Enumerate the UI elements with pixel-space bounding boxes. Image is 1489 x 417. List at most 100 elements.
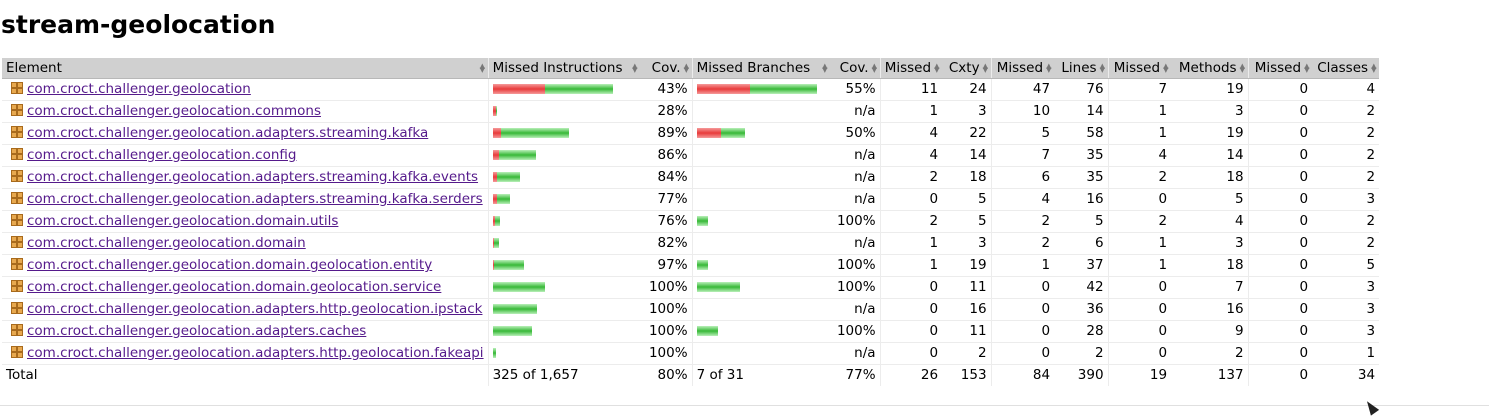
cxty-cell: 5 [942, 188, 992, 211]
covered-bar-segment [492, 326, 532, 336]
package-link[interactable]: com.croct.challenger.geolocation.config [27, 147, 297, 163]
cxty-cell: 14 [942, 144, 992, 167]
missed-branches-bar-cell [691, 166, 831, 189]
package-link[interactable]: com.croct.challenger.geolocation [27, 81, 251, 97]
package-link[interactable]: com.croct.challenger.geolocation.domain.… [27, 257, 433, 273]
missed-instructions-bar-cell [487, 210, 641, 233]
lines-missed-cell: 5 [990, 122, 1055, 145]
lines-missed-cell: 0 [990, 342, 1055, 365]
classes-cell: 3 [1312, 188, 1380, 211]
element-cell: com.croct.challenger.geolocation.adapter… [2, 188, 489, 211]
col-header-missed-instructions[interactable]: Missed Instructions ▲ ▼ [487, 58, 641, 79]
package-icon [11, 324, 23, 336]
missed-branches-bar-cell [691, 342, 831, 365]
lines-cell: 2 [1054, 342, 1109, 365]
lines-cell: 58 [1054, 122, 1109, 145]
page-title: stream-geolocation [1, 10, 276, 39]
package-icon [11, 170, 23, 182]
instr-cov-cell: 43% [640, 78, 693, 101]
col-header-instr-cov[interactable]: Cov. ▲ ▼ [640, 58, 693, 79]
coverage-bar [696, 326, 718, 336]
lines-cell: 14 [1054, 100, 1109, 123]
covered-bar-segment [544, 84, 613, 94]
classes-cell: 3 [1312, 298, 1380, 321]
missed-branches-bar-cell [691, 276, 831, 299]
covered-bar-segment [492, 282, 545, 292]
missed-branches-bar-cell [691, 298, 831, 321]
sort-icon: ▲ ▼ [1304, 62, 1310, 74]
lines-cell: 6 [1054, 232, 1109, 255]
col-header-cxty[interactable]: Cxty ▲ ▼ [942, 58, 992, 79]
lines-cell: 5 [1054, 210, 1109, 233]
lines-missed-cell: 1 [990, 254, 1055, 277]
package-link[interactable]: com.croct.challenger.geolocation.adapter… [27, 345, 484, 361]
package-link[interactable]: com.croct.challenger.geolocation.domain.… [27, 279, 442, 295]
col-header-cxty-missed[interactable]: Missed ▲ ▼ [879, 58, 943, 79]
coverage-bar [492, 326, 532, 336]
col-header-branch-cov[interactable]: Cov. ▲ ▼ [830, 58, 881, 79]
instr-cov-cell: 82% [640, 232, 693, 255]
cxty-cell: 16 [942, 298, 992, 321]
classes-cell: 4 [1312, 78, 1380, 101]
col-header-lines-missed[interactable]: Missed ▲ ▼ [990, 58, 1055, 79]
col-header-methods-missed[interactable]: Missed ▲ ▼ [1107, 58, 1172, 79]
package-link[interactable]: com.croct.challenger.geolocation.adapter… [27, 301, 483, 317]
package-link[interactable]: com.croct.challenger.geolocation.adapter… [27, 191, 483, 207]
covered-bar-segment [493, 238, 499, 248]
classes-cell: 2 [1312, 122, 1380, 145]
table-row: com.croct.challenger.geolocation.adapter… [2, 166, 1380, 189]
table-row: com.croct.challenger.geolocation.adapter… [2, 188, 1380, 211]
package-link[interactable]: com.croct.challenger.geolocation.commons [27, 103, 321, 119]
classes-missed-cell: 0 [1247, 276, 1313, 299]
cxty-missed-cell: 0 [879, 342, 943, 365]
coverage-bar [492, 238, 499, 248]
lines-missed-cell: 4 [990, 188, 1055, 211]
methods-missed-cell: 1 [1107, 100, 1172, 123]
sort-icon: ▲ ▼ [1239, 62, 1245, 74]
classes-missed-cell: 0 [1247, 210, 1313, 233]
cxty-cell: 5 [942, 210, 992, 233]
cxty-missed-cell: 11 [879, 78, 943, 101]
methods-cell: 7 [1171, 276, 1249, 299]
package-link[interactable]: com.croct.challenger.geolocation.adapter… [27, 169, 479, 185]
missed-instructions-bar-cell [487, 232, 641, 255]
element-cell: com.croct.challenger.geolocation [2, 78, 489, 101]
methods-missed-cell: 7 [1107, 78, 1172, 101]
lines-missed-cell: 7 [990, 144, 1055, 167]
package-link[interactable]: com.croct.challenger.geolocation.adapter… [27, 125, 429, 141]
cxty-missed-cell: 4 [879, 122, 943, 145]
col-header-methods[interactable]: Methods ▲ ▼ [1171, 58, 1249, 79]
col-header-classes-missed[interactable]: Missed ▲ ▼ [1247, 58, 1313, 79]
package-link[interactable]: com.croct.challenger.geolocation.adapter… [27, 323, 367, 339]
lines-missed-cell: 0 [990, 276, 1055, 299]
total-instr-cov: 80% [640, 363, 693, 386]
lines-cell: 42 [1054, 276, 1109, 299]
sort-down-icon: ▲ ▼ [632, 62, 638, 74]
package-link[interactable]: com.croct.challenger.geolocation.domain [27, 235, 306, 251]
covered-bar-segment [494, 216, 500, 226]
coverage-bar [492, 282, 545, 292]
instr-cov-cell: 100% [640, 320, 693, 343]
table-row: com.croct.challenger.geolocation.adapter… [2, 342, 1380, 365]
col-header-element[interactable]: Element ▲ ▼ [2, 58, 489, 79]
total-cxty: 153 [942, 363, 992, 386]
instr-cov-cell: 84% [640, 166, 693, 189]
missed-bar-segment [492, 150, 499, 160]
cxty-missed-cell: 0 [879, 298, 943, 321]
sort-icon: ▲ ▼ [934, 62, 940, 74]
package-link[interactable]: com.croct.challenger.geolocation.domain.… [27, 213, 339, 229]
coverage-bar [696, 260, 708, 270]
branch-cov-cell: n/a [830, 166, 881, 189]
classes-missed-cell: 0 [1247, 342, 1313, 365]
lines-missed-cell: 0 [990, 320, 1055, 343]
col-header-missed-branches[interactable]: Missed Branches ▲ ▼ [691, 58, 831, 79]
methods-missed-cell: 0 [1107, 320, 1172, 343]
branch-cov-cell: 100% [830, 254, 881, 277]
cxty-cell: 11 [942, 320, 992, 343]
package-icon [11, 192, 23, 204]
missed-branches-bar-cell [691, 232, 831, 255]
package-icon [11, 346, 23, 358]
col-header-classes[interactable]: Classes ▲ ▼ [1312, 58, 1380, 79]
methods-cell: 9 [1171, 320, 1249, 343]
col-header-lines[interactable]: Lines ▲ ▼ [1054, 58, 1109, 79]
